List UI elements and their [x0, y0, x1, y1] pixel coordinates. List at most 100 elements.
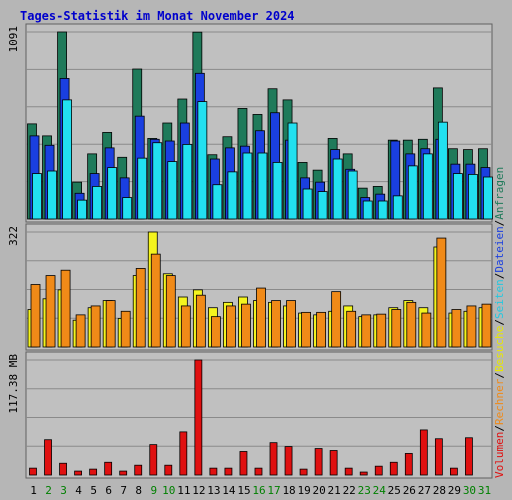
bar-seiten-day-13 — [212, 184, 223, 220]
right-legend: Volumen/Rechner/Besuche/Seiten/Dateien/A… — [493, 167, 506, 478]
bar-volumen-day-21 — [329, 450, 338, 476]
bar-rechner-day-24 — [376, 313, 387, 348]
legend-separator: / — [493, 425, 506, 432]
bar-volumen-day-29 — [450, 467, 458, 476]
panel-requests: 1091 — [7, 23, 493, 223]
bar-volumen-day-30 — [465, 437, 473, 476]
bar-rechner-day-28 — [436, 237, 447, 348]
x-tick-label-day-21: 21 — [328, 484, 341, 497]
bar-volumen-day-20 — [314, 448, 323, 476]
bar-rechner-day-14 — [226, 305, 236, 348]
bar-volumen-day-1 — [29, 467, 37, 476]
bar-volumen-day-27 — [419, 429, 428, 476]
bar-seiten-day-8 — [137, 157, 148, 220]
x-axis-labels: 1 2 3 4 5 6 7 8 9 10 11 12 13 14 15 16 17 18 19 20 21 22 23 24 2… — [30, 484, 491, 497]
y-axis-label: 322 — [7, 226, 20, 246]
x-tick-label-day-10: 10 — [162, 484, 175, 497]
legend-text: Volumen/Rechner/Besuche/Seiten/Dateien/A… — [493, 167, 506, 478]
bar-rechner-day-8 — [135, 268, 146, 348]
plot-panels: 1091 322 117.38 MB — [7, 23, 493, 479]
bar-rechner-day-31 — [481, 303, 492, 348]
bar-seiten-day-23 — [362, 200, 373, 220]
x-tick-label-day-8: 8 — [135, 484, 142, 497]
bar-volumen-day-24 — [374, 465, 383, 476]
x-tick-label-day-12: 12 — [192, 484, 205, 497]
x-tick-label-day-31: 31 — [478, 484, 491, 497]
legend-anfragen: Anfragen — [493, 167, 506, 220]
bar-rechner-day-22 — [346, 310, 357, 348]
x-tick-label-day-7: 7 — [120, 484, 127, 497]
x-tick-label-day-27: 27 — [418, 484, 431, 497]
bar-volumen-day-26 — [404, 453, 413, 476]
bar-volumen-day-12 — [194, 359, 203, 476]
bar-volumen-day-10 — [164, 464, 173, 476]
bar-seiten-day-22 — [347, 170, 358, 220]
bar-seiten-day-25 — [392, 195, 403, 220]
x-tick-label-day-4: 4 — [75, 484, 82, 497]
bar-seiten-day-3 — [62, 99, 72, 220]
x-tick-label-day-13: 13 — [207, 484, 220, 497]
x-tick-label-day-23: 23 — [358, 484, 371, 497]
bar-volumen-day-7 — [119, 470, 128, 476]
bar-volumen-day-23 — [359, 471, 368, 476]
x-tick-label-day-1: 1 — [30, 484, 37, 497]
bar-rechner-day-23 — [361, 314, 372, 348]
legend-separator: / — [493, 319, 506, 326]
x-tick-label-day-22: 22 — [343, 484, 356, 497]
x-tick-label-day-17: 17 — [267, 484, 280, 497]
bar-rechner-day-16 — [256, 287, 266, 348]
x-tick-label-day-19: 19 — [297, 484, 310, 497]
bar-volumen-day-2 — [44, 439, 52, 476]
bar-rechner-day-7 — [120, 310, 131, 348]
x-tick-label-day-2: 2 — [45, 484, 52, 497]
legend-separator: / — [493, 273, 506, 280]
bar-rechner-day-2 — [45, 275, 56, 348]
legend-seiten: Seiten — [493, 279, 506, 319]
x-tick-label-day-20: 20 — [313, 484, 326, 497]
x-tick-label-day-30: 30 — [463, 484, 476, 497]
legend-rechner: Rechner — [493, 378, 506, 425]
bar-seiten-day-9 — [152, 142, 163, 220]
bar-volumen-day-19 — [299, 468, 308, 476]
bar-volumen-day-16 — [254, 467, 263, 476]
bar-rechner-day-20 — [316, 311, 327, 348]
bar-rechner-day-25 — [391, 309, 402, 348]
bar-rechner-day-26 — [406, 301, 417, 348]
bar-seiten-day-12 — [197, 101, 208, 220]
bar-rechner-day-30 — [466, 305, 477, 348]
x-tick-label-day-29: 29 — [448, 484, 461, 497]
x-tick-label-day-11: 11 — [177, 484, 190, 497]
bar-volumen-day-15 — [239, 451, 248, 476]
bar-rechner-day-12 — [195, 294, 206, 348]
bar-seiten-day-20 — [317, 191, 328, 220]
x-tick-label-day-15: 15 — [237, 484, 250, 497]
bar-seiten-day-31 — [483, 176, 493, 220]
legend-separator: / — [493, 220, 506, 227]
bar-seiten-day-21 — [332, 158, 343, 220]
bar-rechner-day-21 — [331, 291, 342, 348]
legend-besuche: Besuche — [493, 326, 506, 372]
bar-seiten-day-29 — [453, 173, 463, 220]
bar-volumen-day-5 — [89, 468, 98, 476]
bar-rechner-day-11 — [180, 305, 191, 348]
bar-volumen-day-4 — [74, 470, 82, 476]
bar-volumen-day-17 — [269, 442, 278, 476]
x-tick-label-day-25: 25 — [388, 484, 401, 497]
bar-seiten-day-18 — [287, 122, 298, 220]
bar-seiten-day-6 — [107, 167, 118, 220]
bar-rechner-day-29 — [451, 309, 462, 348]
bar-rechner-day-13 — [210, 316, 221, 348]
x-tick-label-day-24: 24 — [373, 484, 387, 497]
bar-seiten-day-16 — [257, 152, 268, 220]
bar-seiten-day-19 — [302, 188, 313, 220]
bar-volumen-day-13 — [209, 467, 218, 476]
x-tick-label-day-6: 6 — [105, 484, 112, 497]
bar-rechner-day-3 — [60, 269, 71, 348]
bar-volumen-day-14 — [224, 467, 233, 476]
chart-title: Tages-Statistik im Monat November 2024 — [20, 9, 295, 23]
bar-volumen-day-3 — [59, 462, 67, 476]
bar-seiten-day-30 — [468, 174, 478, 220]
bar-rechner-day-10 — [165, 275, 176, 348]
bar-seiten-day-26 — [407, 165, 418, 220]
